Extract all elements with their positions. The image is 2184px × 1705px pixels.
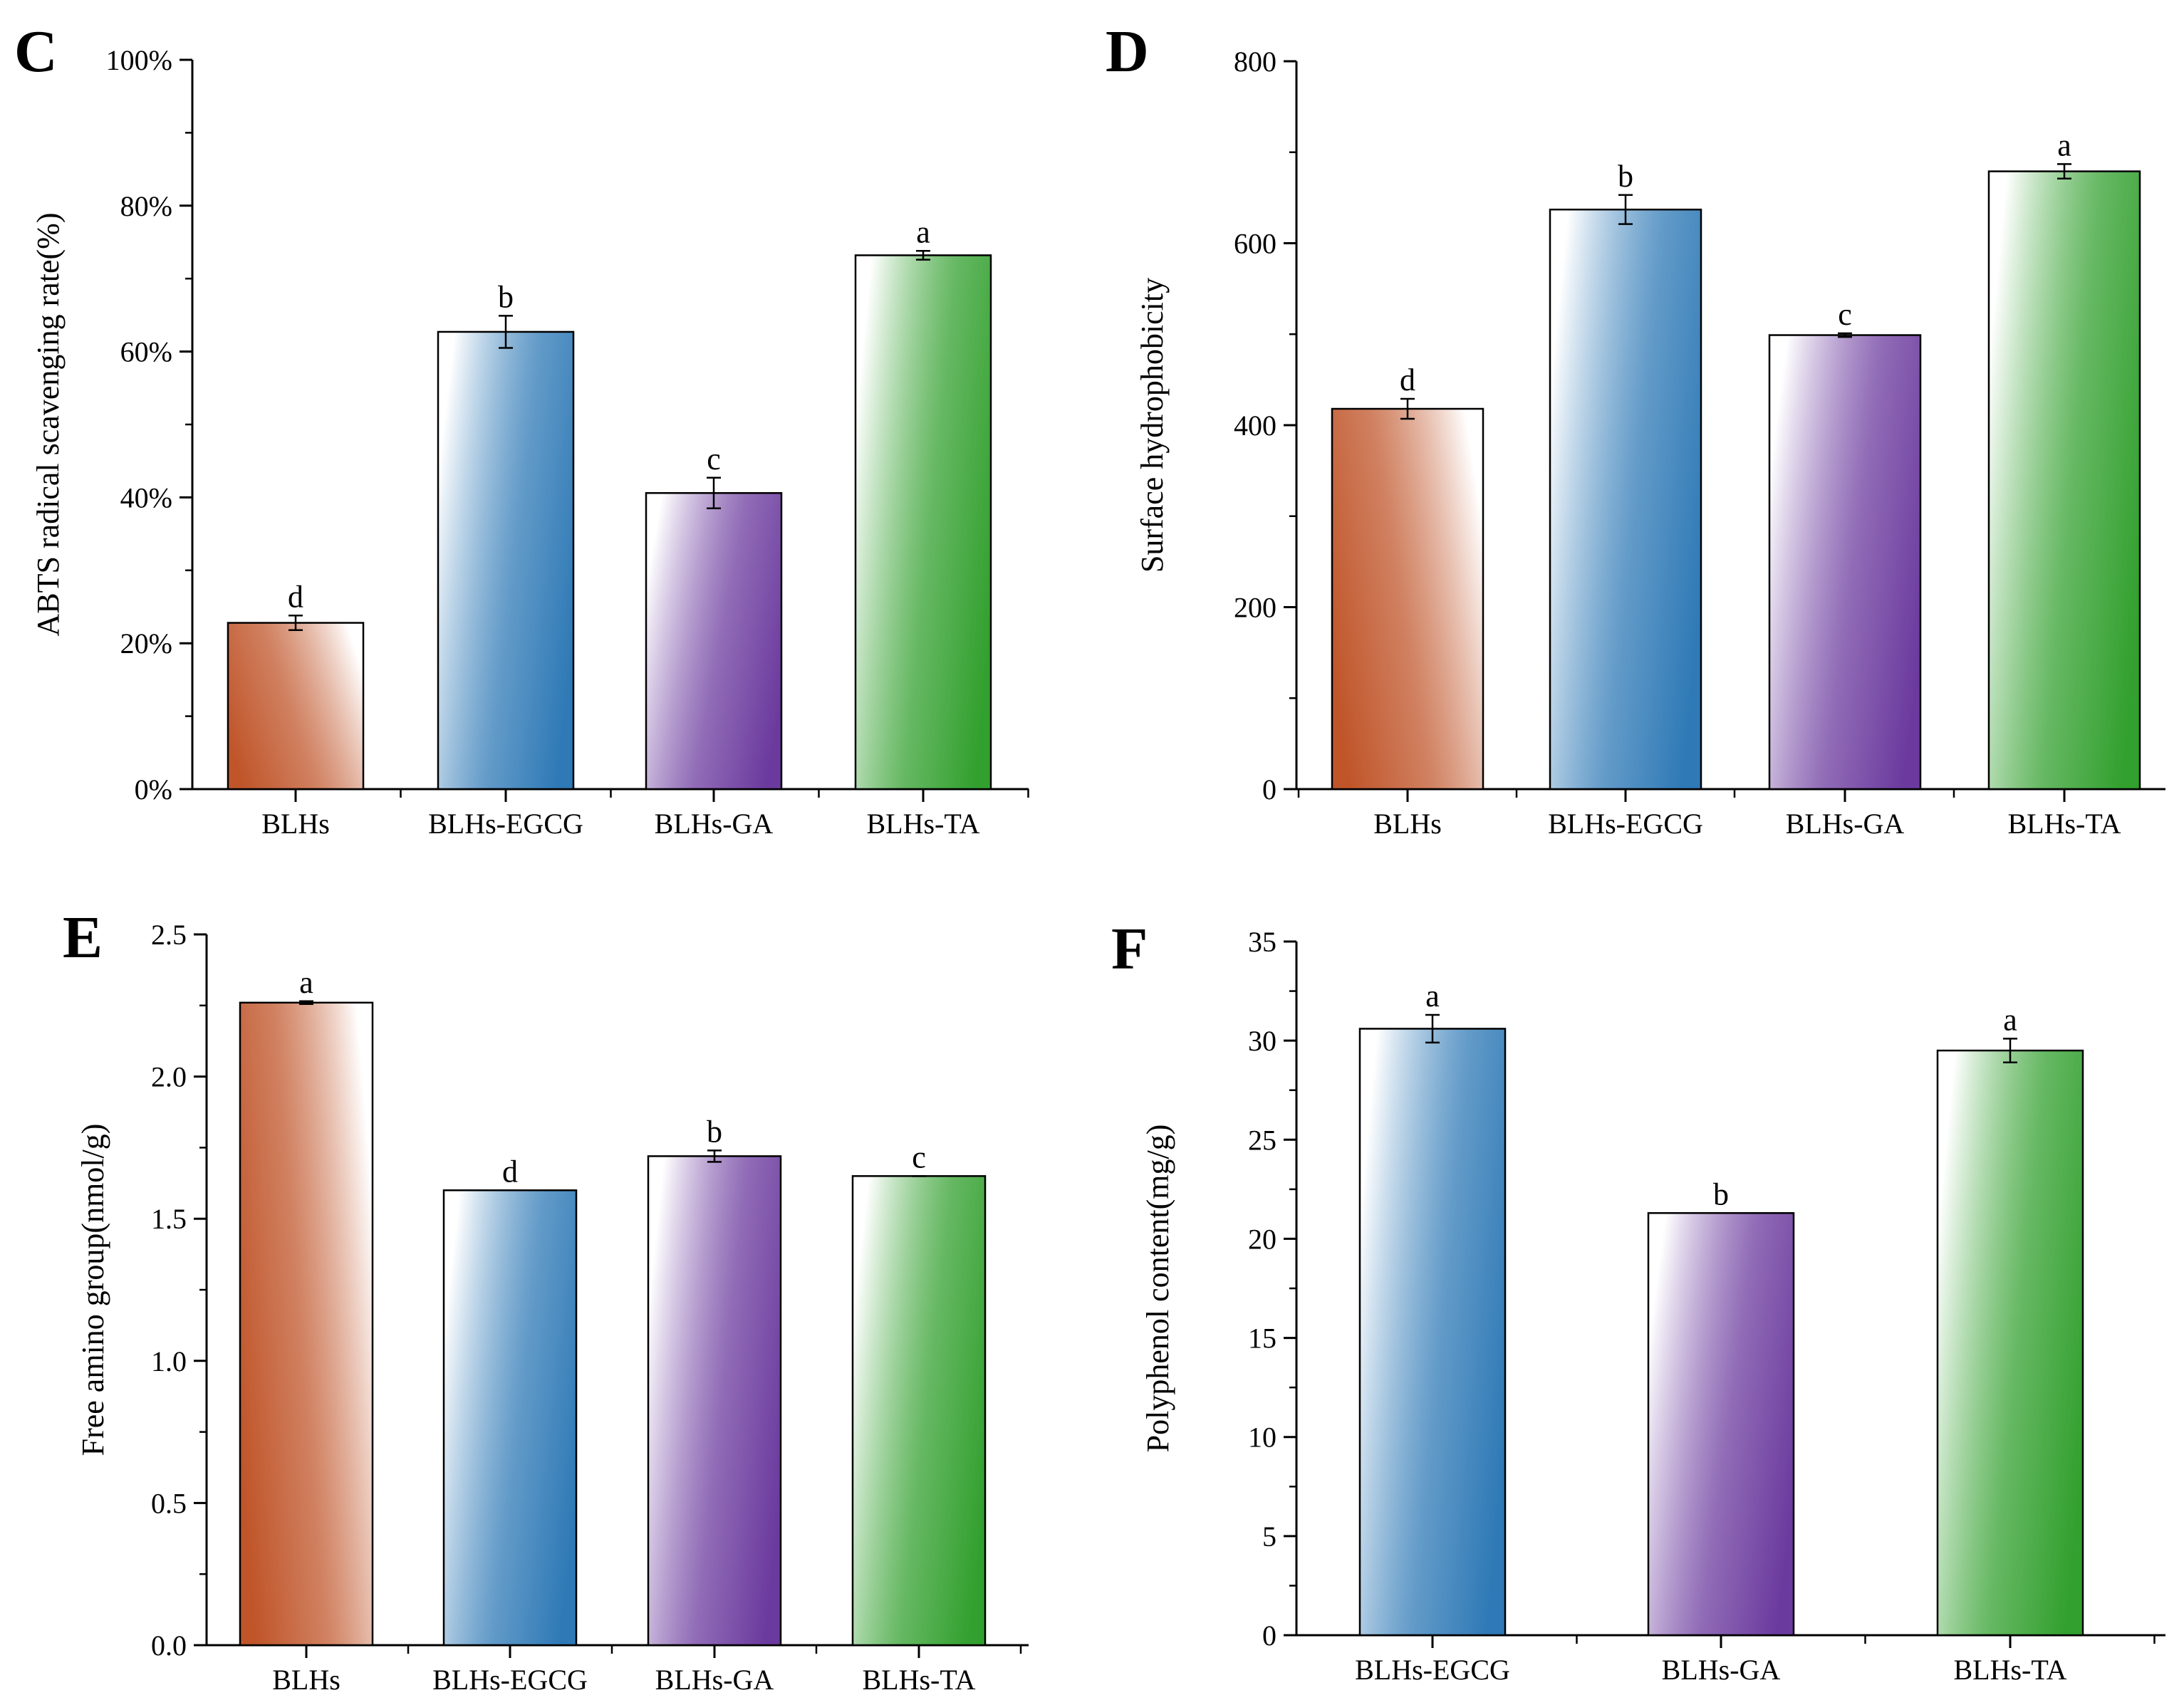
x-tick-label: BLHs-EGCG [1548, 808, 1703, 840]
y-tick-label: 0.0 [151, 1630, 187, 1662]
panel-e: E 0.0 0.5 1.0 1.5 2.0 2.5 Free amino group(nmol… [63, 904, 1029, 1696]
x-tick-label: BLHs-GA [655, 1664, 774, 1696]
significance-label: d [502, 1154, 518, 1189]
y-axis-title: ABTS radical scavenging rate(%) [31, 213, 66, 637]
y-tick-label: 2.0 [151, 1061, 187, 1093]
y-tick-label: 600 [1234, 228, 1276, 260]
panel-f: F 0 5 10 15 20 25 30 35 Polyphenol content(mg/g) B… [1111, 916, 2165, 1686]
y-tick-label: 60% [120, 336, 172, 368]
x-tick-label: BLHs-TA [1953, 1654, 2066, 1686]
y-tick-label: 0 [1262, 1620, 1276, 1652]
panel-c: C 0% 20% 40% 60% 80% 100% ABTS radical scavengi… [14, 19, 1029, 840]
y-tick-label: 1.0 [151, 1345, 187, 1377]
bar-blhs [227, 622, 365, 791]
significance-label: b [1713, 1177, 1729, 1211]
x-tick-label: BLHs-GA [1786, 808, 1905, 840]
significance-label: d [288, 579, 303, 614]
x-tick-label: BLHs [1373, 808, 1442, 840]
y-tick-label: 400 [1234, 410, 1276, 442]
x-tick-label: BLHs-TA [866, 808, 979, 840]
y-tick-label: 0% [135, 773, 172, 805]
x-tick-label: BLHs-GA [1662, 1654, 1781, 1686]
bar-blhs-egcg [442, 1189, 578, 1647]
x-tick-label: BLHs-GA [655, 808, 774, 840]
x-tick-label: BLHs-TA [2007, 808, 2121, 840]
significance-label: a [299, 965, 313, 1000]
significance-label: c [707, 442, 721, 476]
x-tick-label: BLHs [272, 1664, 340, 1696]
y-axis-title: Polyphenol content(mg/g) [1140, 1125, 1175, 1453]
y-tick-label: 200 [1234, 592, 1276, 624]
significance-label: a [916, 214, 930, 249]
y-tick-label: 10 [1248, 1422, 1276, 1454]
bar-blhs-ga [645, 492, 783, 791]
significance-label: b [498, 279, 514, 314]
significance-label: a [2003, 1002, 2017, 1037]
y-tick-label: 0.5 [151, 1487, 187, 1519]
significance-label: d [1400, 363, 1415, 397]
y-tick-label: 20 [1248, 1223, 1276, 1255]
significance-label: a [2057, 127, 2071, 162]
panel-label: C [14, 19, 58, 85]
significance-label: c [1838, 297, 1852, 332]
significance-label: c [912, 1140, 926, 1174]
bar-blhs-egcg [1549, 208, 1702, 791]
bar-blhs-egcg [1358, 1028, 1507, 1637]
bar-blhs [1331, 407, 1484, 791]
bar-blhs-ta [854, 254, 992, 791]
y-tick-label: 25 [1248, 1124, 1276, 1156]
bar-blhs-ta [1987, 170, 2141, 791]
bar-blhs-ta [1936, 1049, 2084, 1637]
significance-label: b [707, 1114, 722, 1149]
y-tick-label: 800 [1234, 46, 1276, 78]
x-tick-label: BLHs-EGCG [428, 808, 583, 840]
y-tick-label: 15 [1248, 1323, 1276, 1355]
bar-blhs [239, 1001, 374, 1647]
x-tick-label: BLHs [261, 808, 330, 840]
y-tick-label: 100% [106, 44, 172, 76]
y-tick-label: 35 [1248, 926, 1276, 958]
y-axis-title: Free amino group(nmol/g) [76, 1124, 110, 1456]
y-tick-label: 5 [1262, 1521, 1276, 1553]
panel-d: D 0 200 400 600 800 Surface hydrophobicity BLHs… [1106, 19, 2165, 840]
x-tick-label: BLHs-EGCG [432, 1664, 588, 1696]
bar-blhs-ta [851, 1175, 987, 1647]
y-tick-label: 30 [1248, 1025, 1276, 1057]
y-tick-label: 0 [1262, 773, 1276, 805]
y-tick-label: 1.5 [151, 1203, 187, 1235]
bar-blhs-ga [1768, 334, 1922, 791]
y-tick-label: 40% [120, 481, 172, 513]
bar-blhs-egcg [437, 330, 575, 791]
significance-label: a [1425, 979, 1440, 1013]
panel-label: F [1111, 916, 1148, 982]
x-tick-label: BLHs-EGCG [1355, 1654, 1510, 1686]
panel-label: E [63, 904, 103, 971]
y-tick-label: 2.5 [151, 919, 187, 951]
y-axis-title: Surface hydrophobicity [1135, 278, 1170, 573]
significance-label: b [1618, 159, 1633, 194]
bar-blhs-ga [1647, 1212, 1795, 1637]
x-tick-label: BLHs-TA [862, 1664, 975, 1696]
y-tick-label: 20% [120, 627, 172, 659]
panel-label: D [1106, 19, 1149, 85]
bar-blhs-ga [647, 1155, 782, 1647]
y-tick-label: 80% [120, 190, 172, 222]
